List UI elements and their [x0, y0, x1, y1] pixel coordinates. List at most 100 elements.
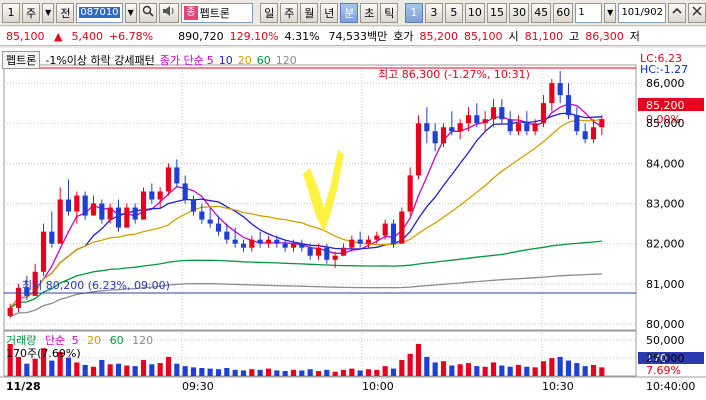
search-button[interactable] — [138, 2, 158, 23]
candle-body — [165, 167, 172, 192]
candle-body — [440, 127, 447, 144]
main-dropdown-arrow[interactable]: ▼ — [42, 2, 55, 23]
quote-label: 호가 — [393, 30, 414, 43]
period-year[interactable]: 년 — [320, 2, 339, 23]
interval-45[interactable]: 45 — [531, 2, 552, 23]
collapse-button[interactable] — [667, 2, 686, 23]
current-pct-text: 0.00% — [646, 113, 681, 126]
volume-bar — [565, 360, 572, 376]
candle-body — [215, 223, 222, 232]
ma-20-line — [9, 118, 602, 309]
volume-bar — [199, 367, 205, 376]
volume-bar — [182, 366, 188, 376]
volume-value: 890,720 — [178, 29, 224, 43]
volume-bar — [307, 369, 313, 376]
volume-current-pct: 7.69% — [646, 364, 681, 377]
legend-ma-5: 5 — [206, 53, 214, 67]
period-month[interactable]: 월 — [300, 2, 319, 23]
chart-number-button[interactable]: 1 — [2, 2, 20, 23]
volume-bar — [24, 363, 30, 376]
trade-amount: 74,533백만 — [328, 30, 388, 43]
volume-ratio: 129.10% — [229, 29, 279, 43]
legend-ma-60: 60 — [256, 53, 271, 67]
close-button[interactable] — [687, 2, 706, 23]
price-chart[interactable]: 최고 86,300 (-1.27%, 10:31) 최저 80,200 (6.2… — [0, 48, 706, 400]
volume-bar — [574, 363, 580, 376]
candle-body — [507, 119, 513, 132]
code-dropdown-arrow[interactable]: ▼ — [124, 2, 137, 23]
candle-body — [190, 199, 197, 212]
stock-code-input[interactable]: 087010 — [76, 2, 123, 23]
volume-bar — [332, 371, 338, 376]
volume-current-box-text: 170 — [646, 352, 667, 365]
candle-body — [32, 271, 38, 296]
interval-30[interactable]: 30 — [509, 2, 530, 23]
interval-15[interactable]: 15 — [486, 2, 508, 23]
volume-bar — [174, 363, 180, 376]
interval-3[interactable]: 3 — [424, 2, 443, 23]
interval-60[interactable]: 60 — [553, 2, 574, 23]
time-tick-label: 10:00 — [362, 380, 394, 393]
candle-body — [490, 107, 497, 120]
interval-1[interactable]: 1 — [404, 2, 423, 23]
main-chart-button[interactable]: 주 — [22, 2, 40, 23]
high-note: 최고 86,300 (-1.27%, 10:31) — [378, 68, 530, 81]
candle-body — [399, 211, 405, 244]
period-second[interactable]: 초 — [360, 2, 379, 23]
volume-bar — [424, 356, 430, 376]
volume-bar — [7, 343, 13, 376]
prev-button[interactable]: 전 — [56, 2, 75, 23]
price-tick-label: 84,000 — [646, 157, 685, 170]
candle-body — [374, 235, 380, 240]
volume-bar — [32, 358, 38, 376]
volume-bar — [107, 364, 113, 376]
volume-bar — [265, 368, 272, 376]
check-mark-highlight — [303, 150, 344, 232]
interval-select[interactable]: 1 — [575, 2, 603, 23]
period-week[interactable]: 주 — [280, 2, 299, 23]
period-day[interactable]: 일 — [260, 2, 279, 23]
volume-bar — [549, 358, 555, 376]
volume-bar — [432, 362, 438, 376]
volume-bar — [257, 369, 263, 376]
volume-bar — [124, 365, 130, 376]
current-price-box-text: 85,200 — [646, 99, 685, 112]
volume-ma-5: 5 — [72, 334, 79, 347]
candle-body — [282, 243, 288, 248]
volume-bar — [290, 369, 297, 376]
price-axis-labels: 86,000 85,000 84,000 83,000 82,000 81,000 80,0… — [646, 77, 685, 331]
candle-body — [57, 199, 63, 244]
price-tick-label: 81,000 — [646, 278, 685, 291]
ma-10-line — [9, 112, 602, 309]
volume-bar — [315, 371, 322, 376]
candle-body — [115, 207, 122, 228]
sound-button[interactable] — [159, 2, 180, 23]
period-tick[interactable]: 틱 — [380, 2, 399, 23]
legend-ma-120: 120 — [275, 53, 297, 67]
candle-body — [324, 247, 330, 260]
volume-bar — [474, 366, 480, 376]
legend-stock-tag[interactable]: 펩트론 — [2, 51, 41, 69]
stock-name-box[interactable]: 종 펩트론 — [181, 2, 253, 23]
candle-body — [24, 287, 30, 296]
candle-body — [249, 239, 255, 248]
volume-bar — [440, 361, 447, 376]
period-minute[interactable]: 분 — [340, 2, 359, 23]
volume-bar — [340, 369, 347, 376]
legend-condition: -1%이상 하락 강세패턴 — [45, 54, 155, 67]
candle-body — [299, 243, 305, 248]
interval-5[interactable]: 5 — [444, 2, 463, 23]
turnover-rate: 4.31% — [284, 29, 320, 43]
candle-body — [99, 203, 105, 220]
interval-10[interactable]: 10 — [464, 2, 485, 23]
volume-ma-120: 120 — [132, 334, 153, 347]
chart-panel[interactable]: 최고 86,300 (-1.27%, 10:31) 최저 80,200 (6.2… — [0, 48, 706, 400]
candle-body — [232, 239, 238, 244]
candle-body — [7, 307, 13, 316]
candle-body — [132, 207, 138, 220]
interval-dropdown-arrow[interactable]: ▼ — [604, 2, 617, 23]
candle-body — [307, 247, 313, 256]
volume-bar — [299, 370, 305, 376]
candle-body — [90, 203, 97, 216]
candle-body — [40, 231, 47, 272]
